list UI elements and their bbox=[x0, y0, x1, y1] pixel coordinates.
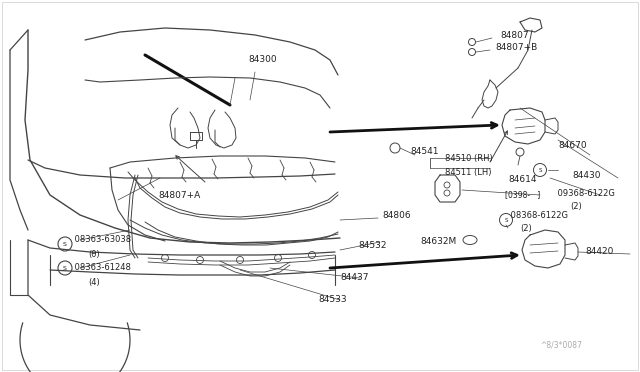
Text: 08363-63038: 08363-63038 bbox=[72, 235, 131, 244]
Circle shape bbox=[275, 254, 282, 262]
Text: (4): (4) bbox=[88, 278, 100, 286]
Text: 84532: 84532 bbox=[358, 241, 387, 250]
Circle shape bbox=[468, 48, 476, 55]
Text: 84420: 84420 bbox=[585, 247, 613, 257]
Text: 84430: 84430 bbox=[572, 170, 600, 180]
Text: 84437: 84437 bbox=[340, 273, 369, 282]
Text: 84614: 84614 bbox=[508, 176, 536, 185]
Circle shape bbox=[468, 38, 476, 45]
Circle shape bbox=[196, 257, 204, 263]
Text: 84670: 84670 bbox=[558, 141, 587, 150]
Text: 84511 (LH): 84511 (LH) bbox=[445, 167, 492, 176]
Circle shape bbox=[237, 257, 243, 263]
Text: S: S bbox=[63, 266, 67, 270]
Text: 84632M: 84632M bbox=[420, 237, 456, 247]
Text: 84510 (RH): 84510 (RH) bbox=[445, 154, 493, 163]
Text: S: S bbox=[504, 218, 508, 222]
Text: 84806: 84806 bbox=[382, 211, 411, 219]
Text: 84807+A: 84807+A bbox=[158, 190, 200, 199]
Text: 84300: 84300 bbox=[248, 55, 276, 64]
Text: S: S bbox=[538, 167, 541, 173]
Text: 08363-61248: 08363-61248 bbox=[72, 263, 131, 273]
Text: 84807: 84807 bbox=[500, 31, 529, 39]
Circle shape bbox=[161, 254, 168, 262]
Text: (2): (2) bbox=[520, 224, 532, 232]
Circle shape bbox=[308, 251, 316, 259]
Text: S: S bbox=[63, 241, 67, 247]
Text: 08368-6122G: 08368-6122G bbox=[508, 211, 568, 219]
Text: (θ): (θ) bbox=[88, 250, 100, 260]
Text: 84533: 84533 bbox=[318, 295, 347, 305]
Text: 84541: 84541 bbox=[410, 148, 438, 157]
Text: ^8/3*0087: ^8/3*0087 bbox=[540, 340, 582, 350]
Text: (2): (2) bbox=[570, 202, 582, 212]
Text: 09368-6122G: 09368-6122G bbox=[555, 189, 615, 198]
Text: [0398-   ]: [0398- ] bbox=[505, 190, 540, 199]
Text: 84807+B: 84807+B bbox=[495, 44, 537, 52]
